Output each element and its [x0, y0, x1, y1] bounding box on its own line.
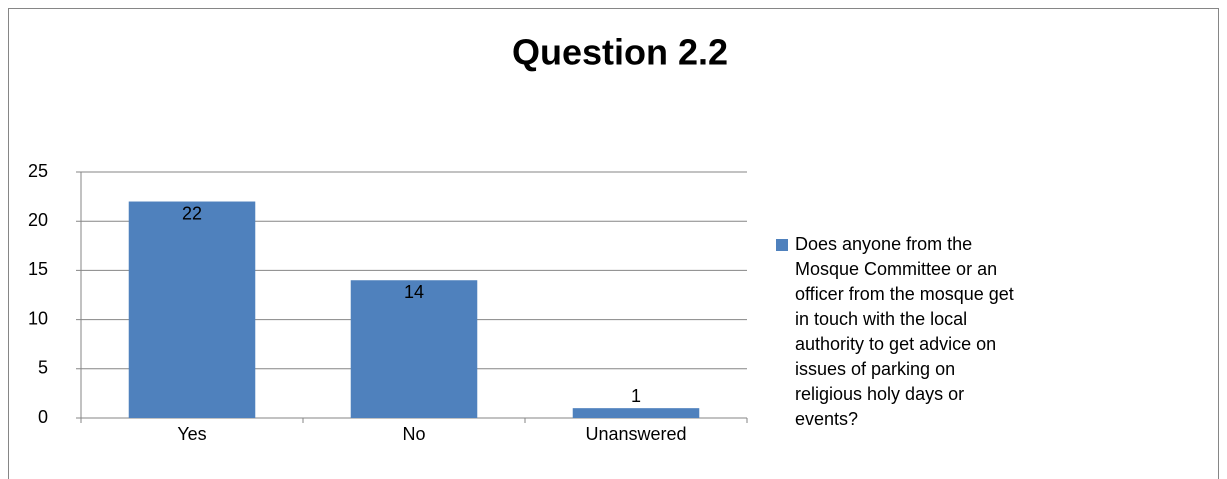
- data-label: 1: [631, 386, 641, 406]
- y-tick-label: 5: [38, 358, 48, 378]
- chart-border: [8, 8, 1219, 479]
- bar: [350, 280, 478, 418]
- y-tick-label: 20: [28, 210, 48, 230]
- y-tick-label: 15: [28, 259, 48, 279]
- x-tick-label: Yes: [177, 424, 206, 444]
- legend-label: Does anyone from the Mosque Committee or…: [795, 234, 1014, 429]
- bar: [572, 408, 700, 418]
- data-label: 22: [182, 203, 202, 223]
- y-tick-label: 25: [28, 161, 48, 181]
- chart-title: Question 2.2: [512, 32, 728, 73]
- y-tick-label: 0: [38, 407, 48, 427]
- legend-swatch: [776, 239, 788, 251]
- bar: [128, 201, 256, 418]
- x-tick-label: Unanswered: [585, 424, 686, 444]
- y-tick-label: 10: [28, 308, 48, 328]
- data-label: 14: [404, 282, 424, 302]
- legend: Does anyone from the Mosque Committee or…: [776, 232, 1016, 432]
- x-tick-label: No: [402, 424, 425, 444]
